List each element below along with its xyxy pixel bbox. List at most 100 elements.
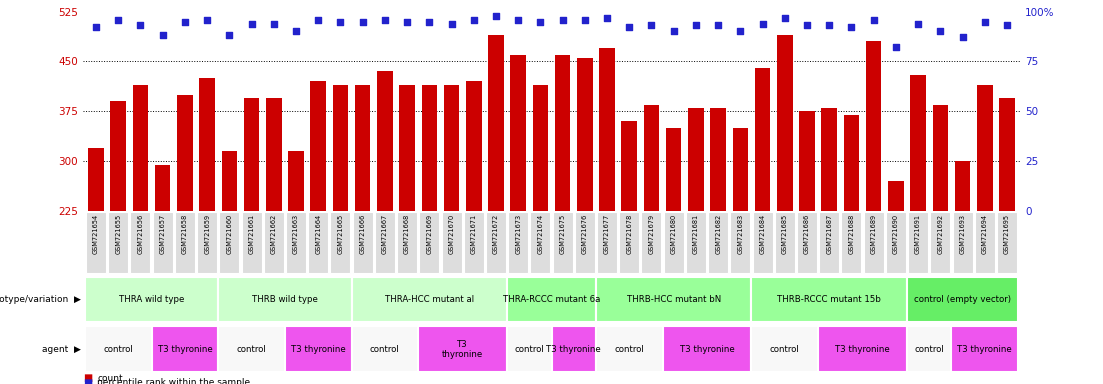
- Bar: [822, 108, 837, 361]
- Text: genotype/variation  ▶: genotype/variation ▶: [0, 295, 81, 304]
- Text: GSM721688: GSM721688: [848, 214, 855, 254]
- Text: T3 thyronine: T3 thyronine: [679, 345, 735, 354]
- FancyBboxPatch shape: [508, 212, 528, 273]
- FancyBboxPatch shape: [331, 212, 351, 273]
- Text: THRA-HCC mutant al: THRA-HCC mutant al: [385, 295, 474, 304]
- Text: THRB wild type: THRB wild type: [251, 295, 318, 304]
- Text: GSM721684: GSM721684: [760, 214, 765, 254]
- Text: THRA wild type: THRA wild type: [119, 295, 184, 304]
- Text: control: control: [370, 345, 399, 354]
- Text: THRB-HCC mutant bN: THRB-HCC mutant bN: [627, 295, 721, 304]
- Point: [199, 17, 216, 23]
- Point: [753, 20, 771, 26]
- FancyBboxPatch shape: [242, 212, 261, 273]
- Text: GSM721654: GSM721654: [93, 214, 99, 254]
- Bar: [732, 128, 748, 361]
- FancyBboxPatch shape: [441, 212, 461, 273]
- Text: GSM721682: GSM721682: [715, 214, 721, 254]
- FancyBboxPatch shape: [751, 326, 818, 372]
- Point: [221, 32, 238, 38]
- FancyBboxPatch shape: [264, 212, 283, 273]
- Text: GSM721694: GSM721694: [982, 214, 987, 254]
- Text: control: control: [514, 345, 544, 354]
- Point: [243, 20, 260, 26]
- Text: GSM721685: GSM721685: [782, 214, 788, 254]
- Text: T3 thyronine: T3 thyronine: [158, 345, 212, 354]
- Point: [354, 18, 372, 25]
- Text: GSM721677: GSM721677: [604, 214, 610, 254]
- Bar: [377, 71, 393, 361]
- Bar: [910, 75, 925, 361]
- Text: GSM721669: GSM721669: [426, 214, 432, 254]
- FancyBboxPatch shape: [375, 212, 395, 273]
- Bar: [333, 85, 349, 361]
- Text: T3 thyronine: T3 thyronine: [835, 345, 890, 354]
- FancyBboxPatch shape: [285, 326, 352, 372]
- Point: [731, 28, 749, 35]
- FancyBboxPatch shape: [596, 276, 751, 323]
- FancyBboxPatch shape: [152, 212, 173, 273]
- Point: [665, 28, 683, 35]
- Text: GSM721691: GSM721691: [915, 214, 921, 254]
- Text: GSM721660: GSM721660: [226, 214, 233, 254]
- Text: GSM721659: GSM721659: [204, 214, 211, 254]
- Text: GSM721666: GSM721666: [360, 214, 366, 254]
- FancyBboxPatch shape: [108, 212, 128, 273]
- Bar: [754, 68, 770, 361]
- FancyBboxPatch shape: [531, 212, 550, 273]
- FancyBboxPatch shape: [130, 212, 150, 273]
- Text: GSM721693: GSM721693: [960, 214, 965, 254]
- Text: T3 thyronine: T3 thyronine: [546, 345, 601, 354]
- Point: [821, 22, 838, 28]
- FancyBboxPatch shape: [286, 212, 306, 273]
- FancyBboxPatch shape: [418, 326, 507, 372]
- FancyBboxPatch shape: [820, 212, 839, 273]
- Text: GSM721672: GSM721672: [493, 214, 499, 254]
- Point: [131, 22, 149, 28]
- Point: [954, 35, 972, 41]
- FancyBboxPatch shape: [597, 212, 617, 273]
- Point: [109, 17, 127, 23]
- Point: [332, 18, 350, 25]
- Bar: [421, 85, 437, 361]
- Bar: [666, 128, 682, 361]
- FancyBboxPatch shape: [507, 276, 596, 323]
- Point: [265, 20, 282, 26]
- Bar: [955, 161, 971, 361]
- Bar: [465, 81, 482, 361]
- Bar: [266, 98, 281, 361]
- Bar: [999, 98, 1015, 361]
- Text: GSM721661: GSM721661: [248, 214, 255, 254]
- Text: THRA-RCCC mutant 6a: THRA-RCCC mutant 6a: [503, 295, 600, 304]
- Text: GSM721692: GSM721692: [938, 214, 943, 254]
- FancyBboxPatch shape: [151, 326, 218, 372]
- Text: GSM721657: GSM721657: [160, 214, 165, 254]
- Text: agent  ▶: agent ▶: [42, 345, 81, 354]
- FancyBboxPatch shape: [751, 276, 907, 323]
- Point: [442, 20, 460, 26]
- FancyBboxPatch shape: [218, 276, 352, 323]
- Text: control: control: [914, 345, 944, 354]
- Bar: [644, 105, 660, 361]
- Point: [510, 17, 527, 23]
- Text: GSM721683: GSM721683: [737, 214, 743, 254]
- FancyBboxPatch shape: [86, 212, 106, 273]
- Point: [310, 17, 328, 23]
- Point: [909, 20, 927, 26]
- FancyBboxPatch shape: [219, 212, 239, 273]
- Text: GSM721679: GSM721679: [649, 214, 654, 254]
- Point: [887, 45, 904, 51]
- Bar: [533, 85, 548, 361]
- Text: count: count: [97, 374, 122, 383]
- Point: [775, 15, 793, 21]
- FancyBboxPatch shape: [752, 212, 772, 273]
- Text: GSM721668: GSM721668: [404, 214, 410, 254]
- Bar: [244, 98, 259, 361]
- FancyBboxPatch shape: [575, 212, 595, 273]
- FancyBboxPatch shape: [85, 326, 151, 372]
- Text: GSM721671: GSM721671: [471, 214, 476, 254]
- Text: percentile rank within the sample: percentile rank within the sample: [97, 378, 250, 384]
- Point: [865, 17, 882, 23]
- FancyBboxPatch shape: [953, 212, 973, 273]
- Bar: [688, 108, 704, 361]
